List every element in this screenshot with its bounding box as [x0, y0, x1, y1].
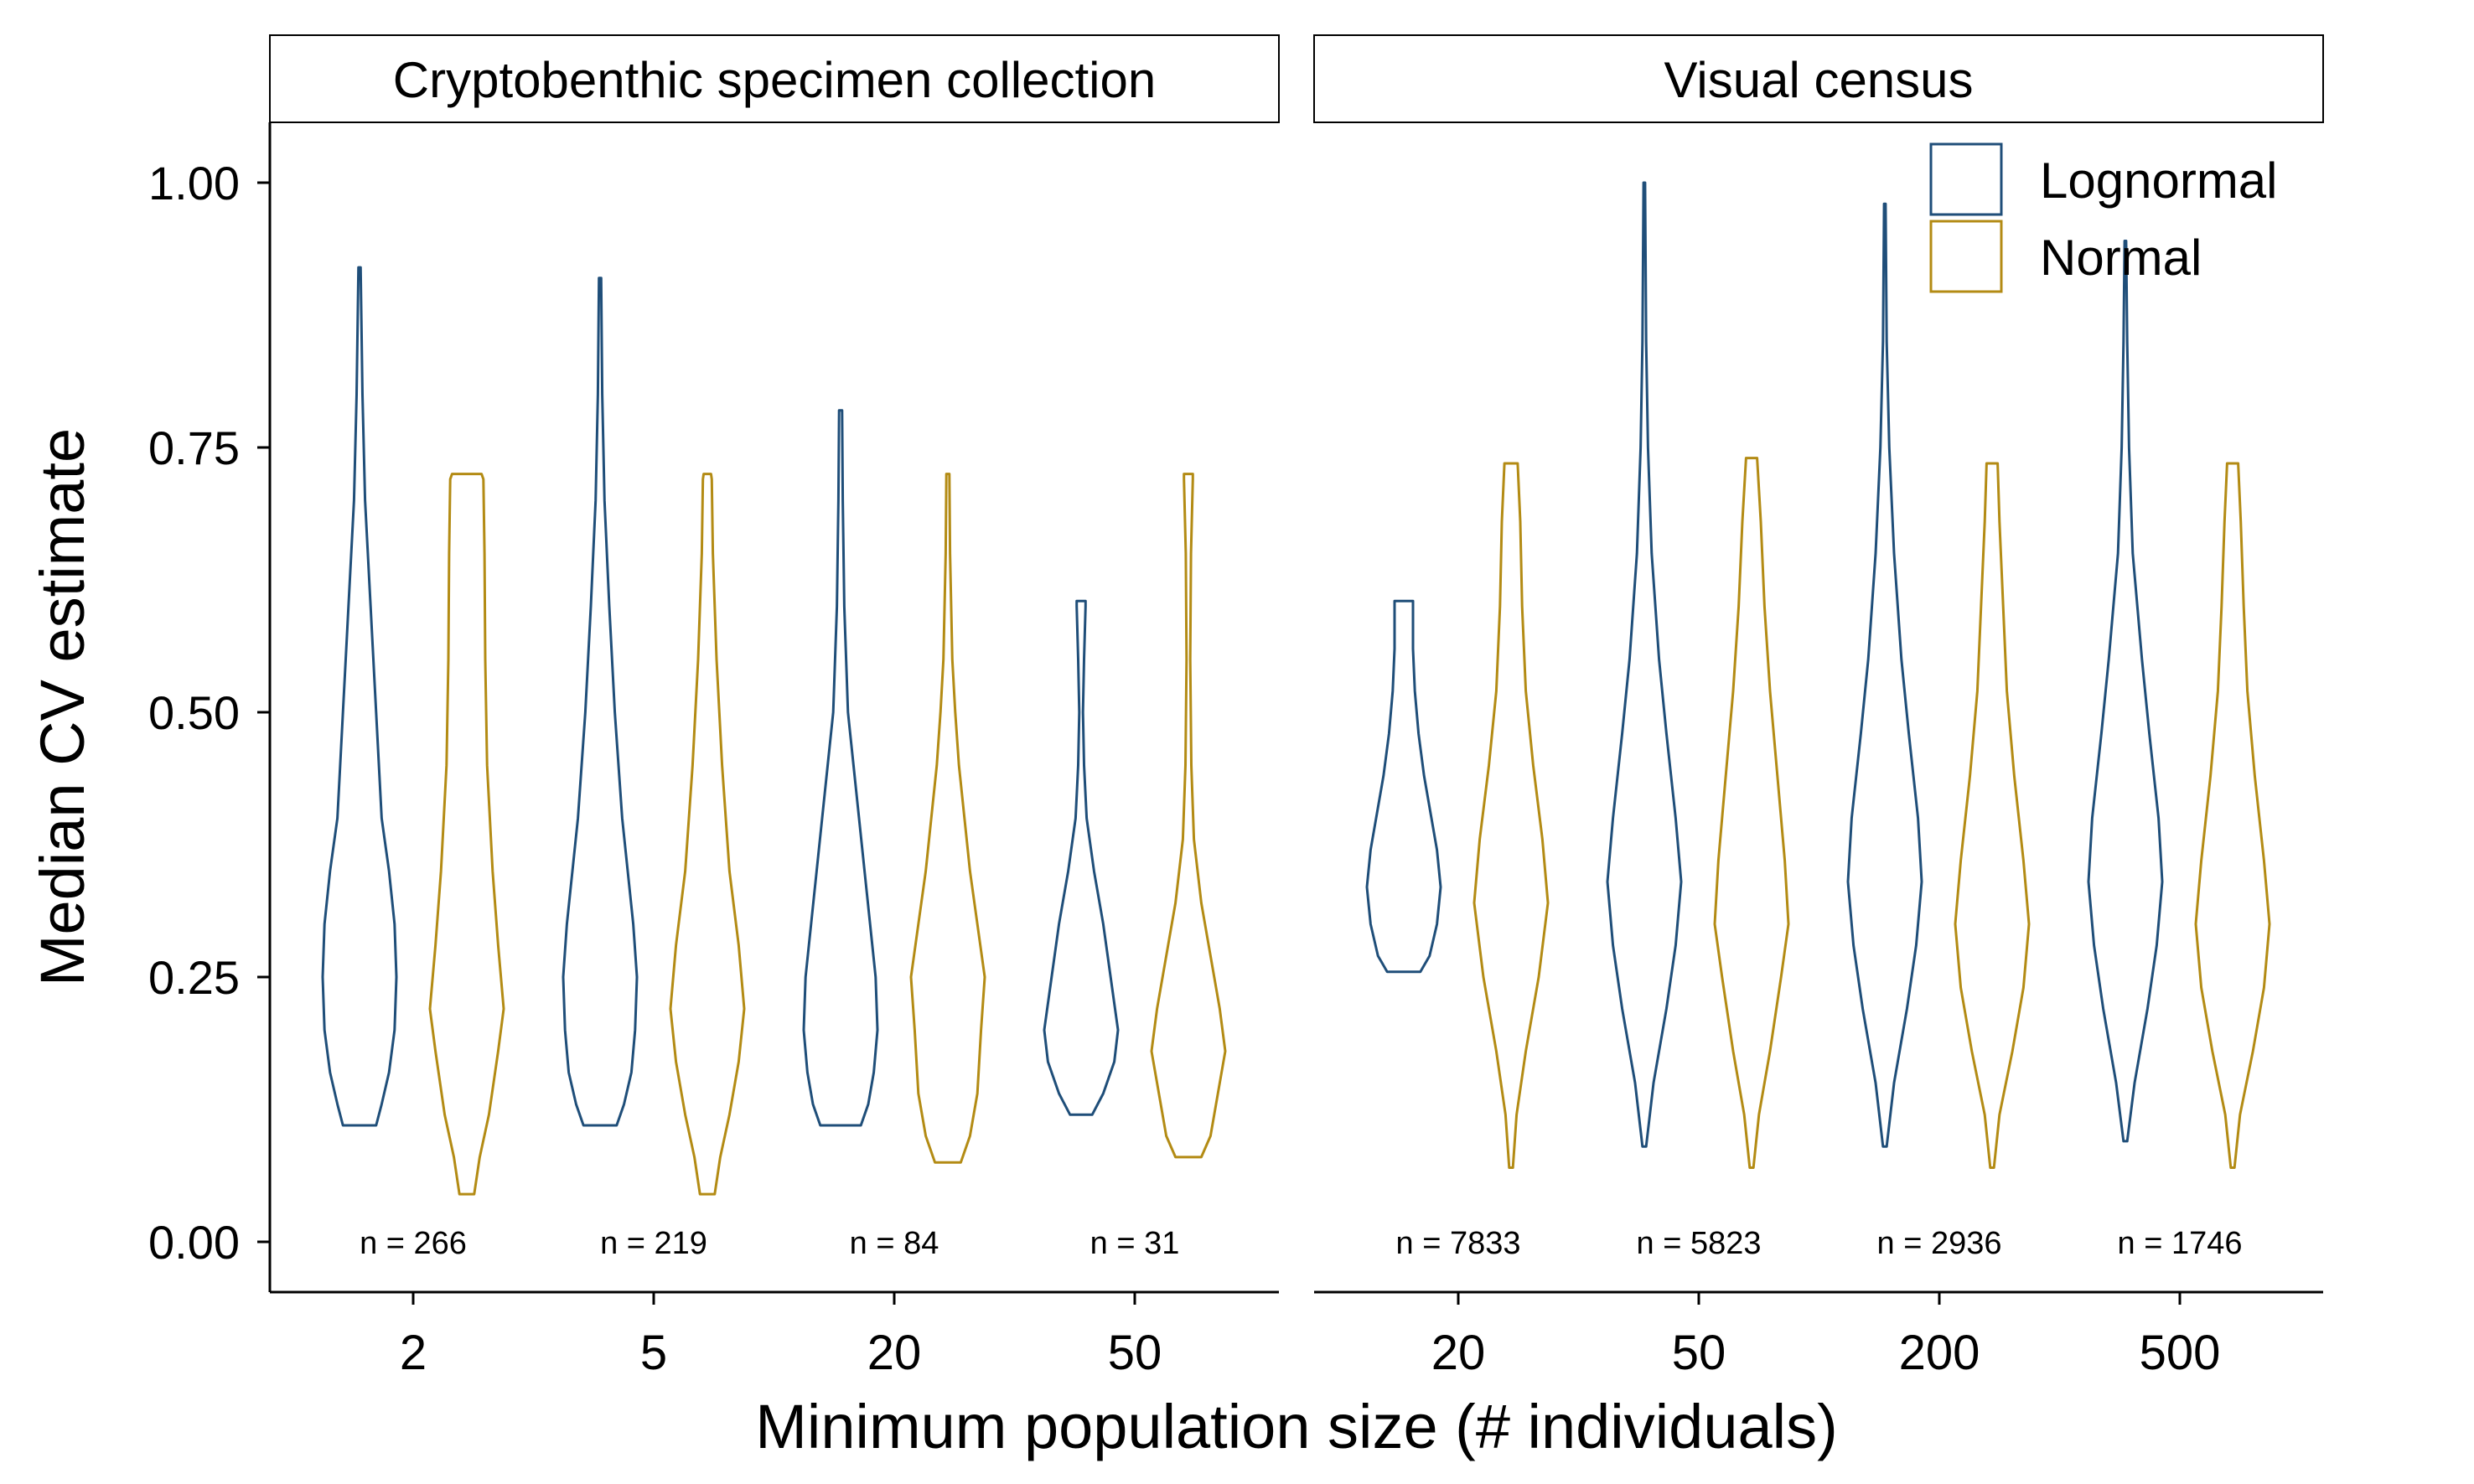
violin-lognormal-200 [1846, 202, 1923, 1148]
legend-label-normal: Normal [2040, 230, 2202, 286]
n-labels: n = 266 n = 219 n = 84 n = 31 n = 7833 n… [360, 1226, 2242, 1261]
violin-normal-500 [2194, 462, 2271, 1169]
violin-normal-50 [1713, 457, 1790, 1169]
x-tick-label: 50 [1108, 1326, 1162, 1380]
y-ticks: 0.00 0.25 0.50 0.75 1.00 [148, 157, 270, 1269]
y-tick-label: 0.00 [148, 1216, 240, 1269]
x-tick-label: 50 [1672, 1326, 1726, 1380]
violin-lognormal-20 [802, 409, 879, 1127]
x-tick-label: 20 [867, 1326, 922, 1380]
panel-1-strip [269, 34, 1280, 123]
x-tick-label: 20 [1431, 1326, 1486, 1380]
x-ticks: 2 5 20 50 20 50 200 500 [400, 1292, 2221, 1380]
x-tick-label: 5 [640, 1326, 667, 1380]
violin-normal-20 [909, 473, 986, 1164]
violin-normal-50 [1150, 473, 1227, 1159]
violins-layer [321, 181, 2271, 1196]
x-axis-title: Minimum population size (# individuals) [755, 1392, 1837, 1461]
violin-lognormal-20 [1365, 599, 1442, 974]
legend-label-lognormal: Lognormal [2040, 153, 2278, 209]
violin-lognormal-5 [562, 277, 639, 1127]
n-label: n = 266 [360, 1226, 467, 1261]
violin-normal-5 [669, 473, 746, 1196]
panel-1-title: Cryptobenthic specimen collection [393, 52, 1156, 108]
panel-2-strip [1313, 34, 2324, 123]
n-label: n = 219 [600, 1226, 707, 1261]
x-tick-label: 2 [400, 1326, 427, 1380]
y-tick-label: 1.00 [148, 157, 240, 209]
panel-2-title: Visual census [1664, 52, 1973, 108]
y-tick-label: 0.50 [148, 686, 240, 739]
n-label: n = 31 [1090, 1226, 1180, 1261]
x-tick-label: 200 [1899, 1326, 1980, 1380]
y-tick-label: 0.75 [148, 421, 240, 474]
violin-normal-20 [1472, 462, 1550, 1169]
n-label: n = 2936 [1877, 1226, 2002, 1261]
violin-normal-2 [428, 473, 505, 1196]
violin-lognormal-2 [321, 266, 398, 1127]
legend: Lognormal Normal [1929, 142, 2278, 293]
legend-key-lognormal [1929, 142, 2003, 216]
n-label: n = 7833 [1396, 1226, 1521, 1261]
violin-normal-200 [1954, 462, 2031, 1169]
n-label: n = 84 [850, 1226, 939, 1261]
violin-lognormal-500 [2087, 240, 2164, 1143]
legend-key-normal [1929, 220, 2003, 293]
violin-lognormal-50 [1043, 599, 1120, 1116]
y-axis-title: Median CV estimate [28, 428, 97, 986]
x-tick-label: 500 [2140, 1326, 2221, 1380]
n-label: n = 5823 [1637, 1226, 1762, 1261]
y-tick-label: 0.25 [148, 951, 240, 1004]
n-label: n = 1746 [2118, 1226, 2243, 1261]
violin-lognormal-50 [1606, 181, 1683, 1148]
